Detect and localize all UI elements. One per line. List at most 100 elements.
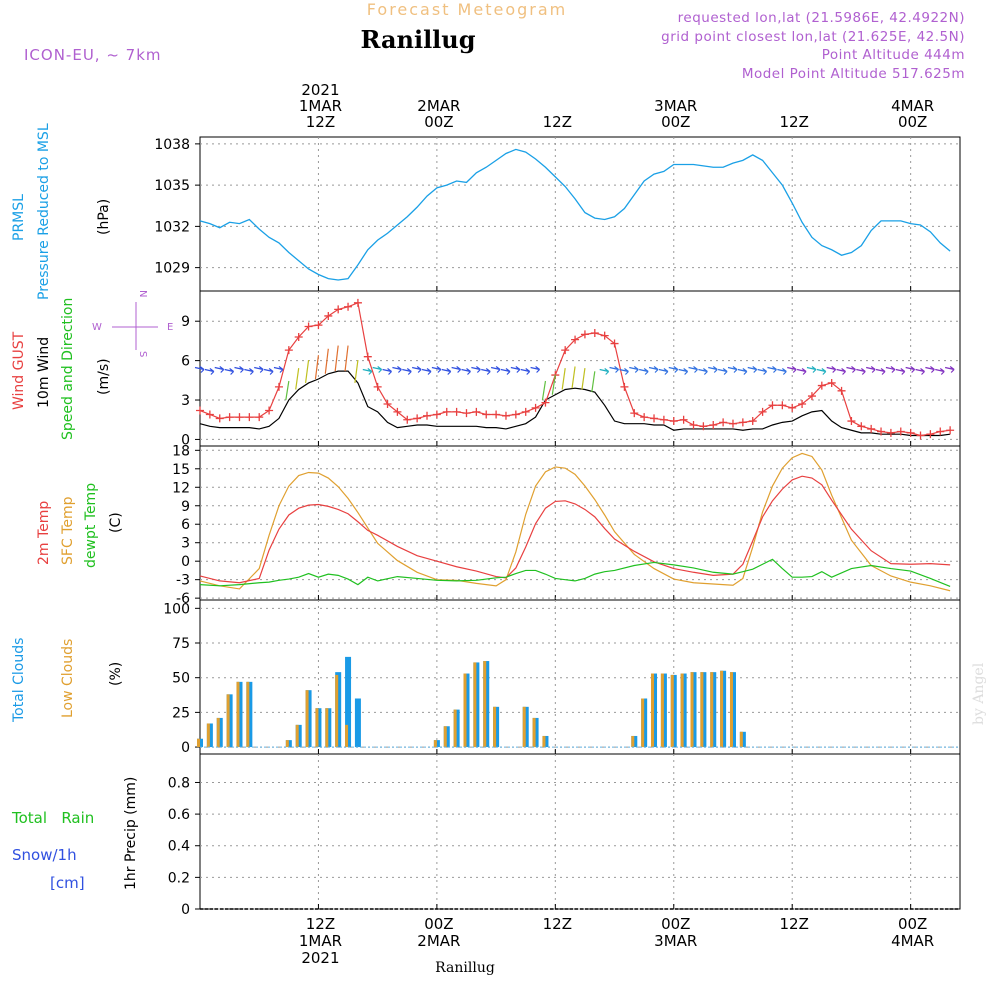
wind-arrow bbox=[571, 366, 576, 389]
gust-marker bbox=[294, 332, 303, 341]
clouds-ytick-label: 0 bbox=[181, 740, 190, 756]
low-cloud-bar bbox=[651, 673, 655, 748]
pressure-ytick-label: 1029 bbox=[154, 261, 190, 277]
wind-arrow bbox=[500, 368, 511, 375]
gust-marker bbox=[413, 414, 422, 423]
wind-arrow bbox=[747, 366, 758, 373]
wind-arrow bbox=[382, 368, 392, 375]
wind-label-unit: (m/s) bbox=[96, 358, 112, 395]
wind-arrow bbox=[402, 368, 412, 375]
wind-arrow bbox=[678, 368, 689, 375]
wind-arrow bbox=[392, 366, 402, 373]
wind-arrow bbox=[905, 366, 916, 373]
wind-arrow bbox=[846, 366, 856, 373]
gust-marker bbox=[255, 413, 264, 422]
gust-marker bbox=[719, 418, 728, 427]
location-title: Ranillug bbox=[360, 25, 475, 54]
gust-marker bbox=[847, 417, 856, 426]
gust-marker bbox=[946, 426, 955, 435]
wind-arrow bbox=[885, 366, 896, 373]
wind-frame bbox=[199, 290, 961, 447]
compass-north: N bbox=[137, 290, 148, 297]
low-cloud-bar bbox=[641, 698, 645, 748]
wind-arrow bbox=[836, 368, 846, 375]
gust-marker bbox=[235, 413, 244, 422]
wind-arrow bbox=[431, 366, 442, 373]
wind-arrow bbox=[727, 366, 738, 373]
wind-label-dir: Speed and Direction bbox=[60, 298, 76, 440]
low-cloud-bar bbox=[729, 672, 733, 748]
low-cloud-bar bbox=[739, 731, 743, 748]
temperature-ytick-label: 15 bbox=[172, 462, 190, 478]
clouds-ytick-label: 50 bbox=[172, 671, 190, 687]
precip-label-rain: Total Rain bbox=[11, 809, 94, 827]
wind-arrow bbox=[717, 368, 728, 375]
gust-marker bbox=[640, 413, 649, 422]
wind-arrow bbox=[895, 368, 906, 375]
precip-label-cm: [cm] bbox=[50, 874, 85, 892]
wind-arrow bbox=[263, 368, 274, 375]
wind-arrow bbox=[244, 368, 254, 375]
gust-marker bbox=[521, 407, 530, 416]
bottom-time-label: 3MAR bbox=[654, 932, 697, 950]
cloud-label-unit: (%) bbox=[108, 662, 124, 686]
wind-arrow bbox=[639, 368, 649, 375]
wind-arrow bbox=[915, 368, 925, 375]
wind-arrow bbox=[816, 368, 827, 375]
wind-arrow bbox=[629, 366, 639, 373]
gust-marker bbox=[472, 407, 481, 416]
low-cloud-bar bbox=[197, 738, 200, 748]
clouds-ytick-label: 25 bbox=[172, 705, 190, 721]
compass-rose: W E N S bbox=[92, 290, 173, 357]
compass-south: S bbox=[137, 351, 148, 357]
gust-marker bbox=[630, 409, 639, 418]
wind-arrow bbox=[295, 368, 300, 390]
watermark: by Angel bbox=[971, 662, 987, 725]
temp-label-sfc: SFC Temp bbox=[60, 496, 76, 565]
gust-marker bbox=[857, 422, 866, 431]
panel-pressure: 1029 1032 1035 1038 bbox=[154, 136, 961, 292]
low-cloud-bar bbox=[226, 694, 230, 748]
top-time-label: 12Z bbox=[780, 113, 809, 131]
wind-ytick-label: 9 bbox=[181, 314, 190, 330]
top-time-label: 4MAR bbox=[891, 97, 934, 115]
gust-marker bbox=[896, 427, 905, 436]
bottom-time-label: 12Z bbox=[543, 915, 572, 933]
gust-marker bbox=[738, 418, 747, 427]
gust-marker bbox=[442, 407, 451, 416]
precip-label-snow: Snow/1h bbox=[12, 846, 77, 864]
low-cloud-bar bbox=[493, 706, 497, 748]
wind-arrow bbox=[561, 368, 566, 390]
wind-arrow bbox=[875, 368, 886, 375]
wind-arrow bbox=[490, 366, 501, 373]
wind-arrow bbox=[344, 345, 349, 372]
wind-ytick-label: 3 bbox=[181, 393, 190, 409]
wind-label-gust: Wind GUST bbox=[11, 331, 27, 410]
low-cloud-bar bbox=[453, 709, 457, 748]
wind-label-10m: 10m Wind bbox=[36, 337, 52, 408]
bottom-time-label: 2MAR bbox=[417, 932, 460, 950]
clouds-ytick-label: 75 bbox=[172, 636, 190, 652]
sfc-line bbox=[199, 452, 951, 592]
low-cloud-bar bbox=[463, 673, 467, 748]
low-cloud-bar bbox=[236, 681, 240, 748]
panel-temperature: -6 -3 0 3 6 9 12 15 18 bbox=[172, 443, 961, 607]
precip-label-unit: 1hr Precip (mm) bbox=[123, 777, 139, 890]
gust-marker bbox=[334, 305, 343, 314]
panel-wind: 0 3 6 9 bbox=[181, 290, 961, 448]
low-cloud-bar bbox=[532, 717, 536, 748]
dewpoint-line bbox=[199, 558, 951, 588]
gust-marker bbox=[748, 417, 757, 426]
gust-marker bbox=[205, 410, 214, 419]
temperature-ytick-label: 9 bbox=[181, 499, 190, 515]
gust-marker bbox=[344, 302, 353, 311]
gust-marker bbox=[492, 410, 501, 419]
gust-marker bbox=[196, 406, 204, 415]
wind-arrow bbox=[787, 366, 797, 373]
low-cloud-bar bbox=[710, 672, 714, 748]
wind-arrow bbox=[285, 380, 290, 401]
wind-arrow bbox=[581, 368, 586, 390]
